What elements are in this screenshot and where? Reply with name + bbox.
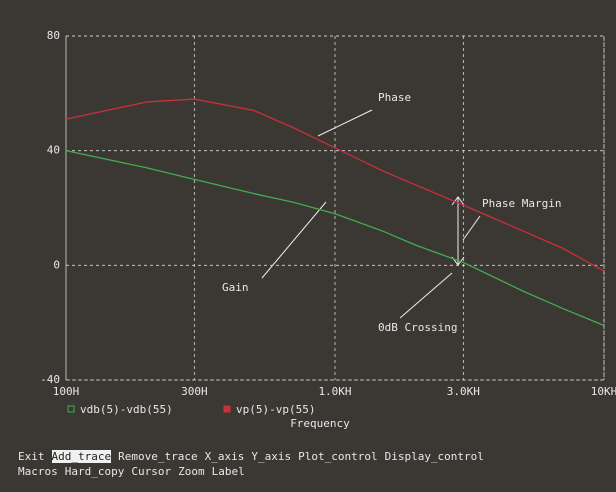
legend-swatch bbox=[224, 406, 230, 412]
menu-item[interactable]: X_axis bbox=[205, 450, 245, 463]
annotation: Gain bbox=[222, 281, 249, 294]
screen: Phase Phase Margin Gain 0dB Crossing Fre… bbox=[0, 0, 616, 492]
legend-label: vp(5)-vp(55) bbox=[236, 403, 315, 416]
x-tick-label: 10KH bbox=[591, 385, 616, 398]
menu-item[interactable]: Display_control bbox=[385, 450, 484, 463]
x-tick-label: 1.0KH bbox=[318, 385, 351, 398]
annotation: Phase bbox=[378, 91, 411, 104]
x-axis-label: Frequency bbox=[290, 417, 350, 430]
menu-item[interactable]: Remove_trace bbox=[118, 450, 197, 463]
menu-item[interactable]: Hard_copy bbox=[65, 465, 125, 478]
annotation: Phase Margin bbox=[482, 197, 561, 210]
legend-swatch bbox=[68, 406, 74, 412]
menu-item[interactable]: Label bbox=[212, 465, 245, 478]
legend-label: vdb(5)-vdb(55) bbox=[80, 403, 173, 416]
menu-item[interactable]: Exit bbox=[18, 450, 45, 463]
series-line bbox=[66, 99, 604, 271]
menu-item[interactable]: Y_axis bbox=[251, 450, 291, 463]
annotation-line bbox=[318, 110, 372, 136]
menu-item[interactable]: Zoom bbox=[178, 465, 205, 478]
y-tick-label: 40 bbox=[47, 144, 60, 157]
annotation-line bbox=[262, 202, 326, 278]
x-tick-label: 3.0KH bbox=[447, 385, 480, 398]
x-tick-label: 300H bbox=[181, 385, 208, 398]
y-tick-label: 80 bbox=[47, 29, 60, 42]
menu-row: Exit Add_trace Remove_trace X_axis Y_axis Plo… bbox=[18, 450, 491, 463]
chart: Phase Phase Margin Gain 0dB Crossing Fre… bbox=[0, 0, 616, 492]
annotation: 0dB Crossing bbox=[378, 321, 457, 334]
x-tick-label: 100H bbox=[53, 385, 80, 398]
annotation-line bbox=[463, 216, 480, 240]
menu-item[interactable]: Cursor bbox=[131, 465, 171, 478]
menu-item[interactable]: Plot_control bbox=[298, 450, 377, 463]
menu-item[interactable]: Macros bbox=[18, 465, 58, 478]
margin-arrow bbox=[452, 197, 464, 265]
menu-row: Macros Hard_copy Cursor Zoom Label bbox=[18, 465, 252, 478]
annotation-line bbox=[400, 273, 452, 318]
menu-item[interactable]: Add_trace bbox=[52, 450, 112, 463]
y-tick-label: 0 bbox=[53, 258, 60, 271]
